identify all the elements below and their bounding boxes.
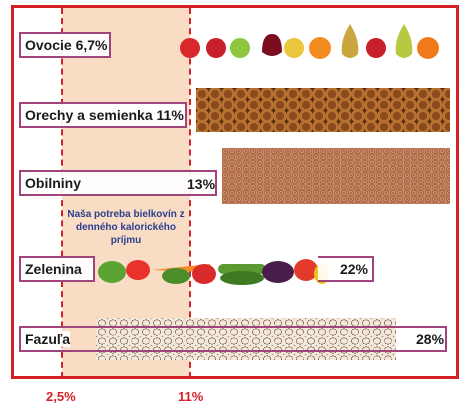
tick-label-2-5: 2,5%: [46, 389, 76, 404]
tick-label-11: 11%: [178, 389, 204, 404]
category-label-obilniny: Obilniny: [19, 170, 217, 196]
category-label-fazula: Fazuľa: [19, 326, 447, 352]
nuts-image: [196, 88, 450, 132]
value-box-zelenina: 22%: [318, 256, 374, 282]
fazula-text: Fazuľa: [25, 331, 71, 347]
category-label-zelenina: Zelenina: [19, 256, 95, 282]
value-label-zelenina: 22%: [339, 261, 368, 277]
protein-need-note: Naša potreba bielkovín z denného kaloric…: [67, 209, 185, 246]
category-label-ovocie: Ovocie 6,7%: [19, 32, 111, 58]
grains-image: [222, 148, 450, 204]
category-label-orechy: Orechy a semienka 11%: [19, 102, 187, 128]
value-label-obilniny: 13%: [187, 176, 216, 192]
beans-image: [96, 318, 396, 360]
value-label-fazula: 28%: [416, 331, 445, 347]
chart-frame: [11, 5, 459, 379]
fruit-image: [180, 24, 439, 59]
vegetables-image: [98, 259, 328, 285]
